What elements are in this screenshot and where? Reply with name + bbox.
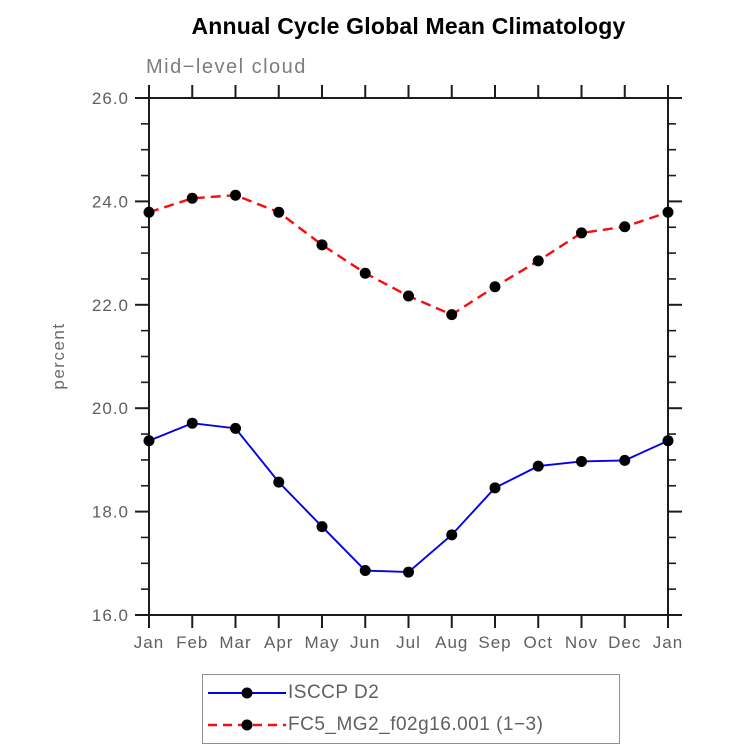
data-point xyxy=(403,566,414,578)
data-point xyxy=(186,417,198,429)
data-point xyxy=(576,455,587,467)
x-axis-tick-label: Jul xyxy=(396,633,421,652)
data-point xyxy=(359,267,371,279)
series-line-0 xyxy=(148,422,669,574)
y-axis-tick-label: 18.0 xyxy=(92,503,129,522)
y-axis-tick-label: 24.0 xyxy=(92,192,129,211)
legend-label: ISCCP D2 xyxy=(288,682,380,703)
data-point xyxy=(230,189,241,201)
x-axis-tick-label: Apr xyxy=(264,633,293,652)
data-point xyxy=(532,255,544,267)
data-point xyxy=(489,482,501,494)
data-point xyxy=(662,206,674,218)
x-axis-tick-label: Dec xyxy=(608,633,641,652)
data-point xyxy=(186,192,198,204)
plot-frame xyxy=(148,97,669,616)
data-point xyxy=(532,460,544,472)
data-point xyxy=(273,476,285,488)
data-point xyxy=(143,435,155,447)
legend-marker-icon xyxy=(241,687,253,699)
x-axis-tick-label: May xyxy=(304,633,339,652)
data-point xyxy=(619,221,631,233)
data-point xyxy=(359,565,371,577)
legend-marker-icon xyxy=(241,719,253,731)
y-axis-tick-label: 16.0 xyxy=(92,606,129,625)
legend-box: ISCCP D2 FC5_MG2_f02g16.001 (1−3) xyxy=(202,674,620,744)
x-axis-tick-label: Oct xyxy=(524,633,553,652)
x-axis-tick-label: Sep xyxy=(478,633,511,652)
legend-label: FC5_MG2_f02g16.001 (1−3) xyxy=(288,714,544,735)
data-point xyxy=(619,454,631,466)
y-axis-tick-label: 20.0 xyxy=(92,399,129,418)
chart-subtitle: Mid−level cloud xyxy=(146,56,307,78)
legend-line-sample xyxy=(208,687,286,699)
legend-line-sample xyxy=(208,719,286,731)
legend-entry-fc5: FC5_MG2_f02g16.001 (1−3) xyxy=(207,711,619,739)
chart-title: Annual Cycle Global Mean Climatology xyxy=(191,13,626,39)
data-point xyxy=(316,239,328,251)
data-point xyxy=(143,206,155,218)
data-point xyxy=(576,227,587,239)
x-axis-tick-label: Mar xyxy=(219,633,251,652)
x-axis-tick-label: Jan xyxy=(134,633,164,652)
data-point xyxy=(662,435,674,447)
y-axis-tick-label: 26.0 xyxy=(92,89,129,108)
data-point xyxy=(230,422,241,434)
y-axis-tick-label: 22.0 xyxy=(92,296,129,315)
data-point xyxy=(316,521,328,533)
data-point xyxy=(403,290,414,302)
data-point xyxy=(446,529,458,541)
x-axis-tick-label: Jan xyxy=(653,633,683,652)
x-axis-tick-label: Feb xyxy=(176,633,208,652)
legend-entry-isccp: ISCCP D2 xyxy=(207,679,619,707)
data-point xyxy=(489,281,501,293)
data-point xyxy=(273,206,285,218)
x-axis-tick-label: Jun xyxy=(350,633,380,652)
x-axis-tick-label: Nov xyxy=(565,633,598,652)
x-axis-tick-label: Aug xyxy=(435,633,468,652)
data-point xyxy=(446,309,458,321)
